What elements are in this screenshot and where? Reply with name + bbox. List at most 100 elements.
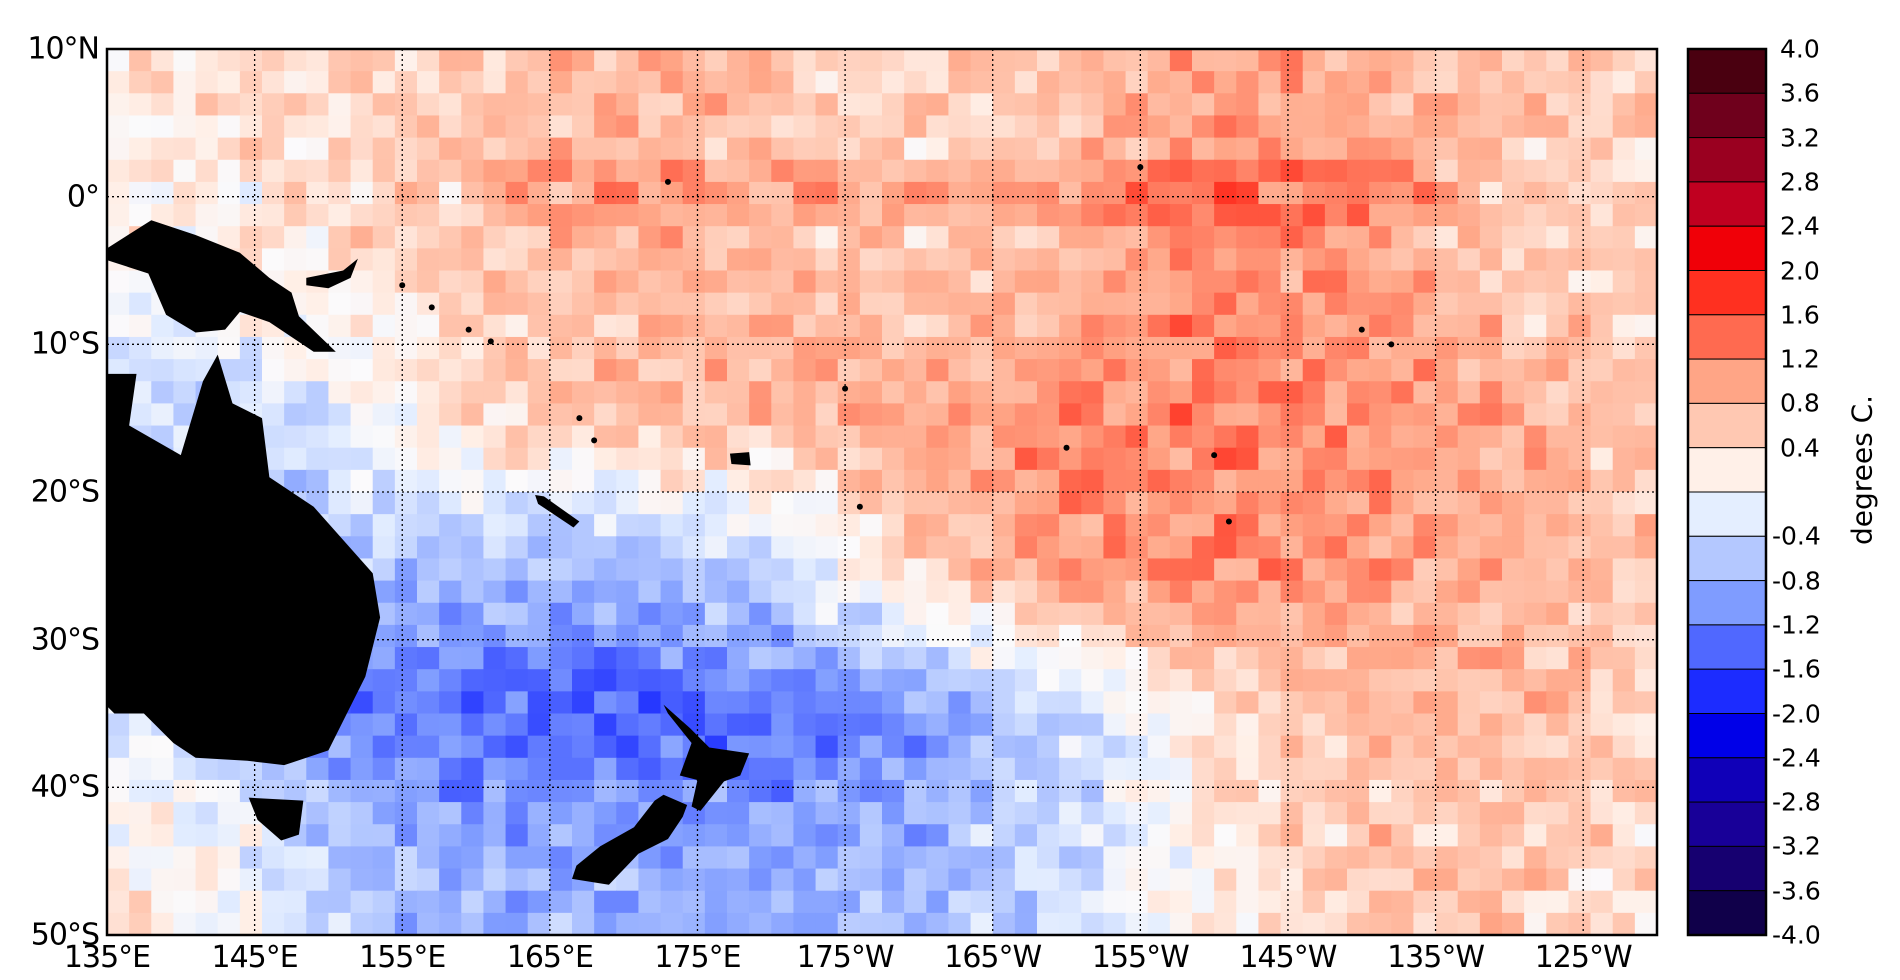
heatmap-cell <box>948 514 972 537</box>
heatmap-cell <box>372 868 396 892</box>
heatmap-cell <box>1568 802 1592 825</box>
heatmap-cell <box>771 536 795 560</box>
heatmap-cell <box>1302 824 1326 847</box>
heatmap-cell <box>328 137 352 161</box>
heatmap-cell <box>1391 713 1415 737</box>
heatmap-cell <box>1546 248 1570 272</box>
heatmap-cell <box>1302 248 1326 272</box>
heatmap-cell <box>572 757 595 781</box>
heatmap-cell <box>1014 71 1038 94</box>
heatmap-cell <box>1413 381 1437 404</box>
heatmap-cell <box>549 204 573 227</box>
heatmap-cell <box>1590 691 1614 715</box>
heatmap-cell <box>1612 602 1636 626</box>
heatmap-cell <box>837 181 861 205</box>
heatmap-cell <box>1302 647 1326 670</box>
heatmap-cell <box>727 292 750 316</box>
heatmap-cell <box>1214 204 1237 227</box>
heatmap-cell <box>549 469 573 493</box>
heatmap-cell <box>195 49 219 72</box>
heatmap-cell <box>970 403 994 427</box>
heatmap-cell <box>1457 447 1481 471</box>
heatmap-cell <box>1236 757 1260 781</box>
heatmap-cell <box>572 447 595 471</box>
heatmap-cell <box>1546 536 1570 560</box>
heatmap-cell <box>1324 447 1348 471</box>
heatmap-cell <box>1169 248 1193 272</box>
heatmap-cell <box>1369 602 1392 626</box>
colorbar-frame <box>1686 47 1768 937</box>
heatmap-cell <box>970 624 994 648</box>
heatmap-cell <box>970 735 994 759</box>
heatmap-cell <box>1324 336 1348 360</box>
heatmap-cell <box>1014 425 1038 449</box>
heatmap-cell <box>882 314 905 338</box>
heatmap-cell <box>1169 403 1193 427</box>
heatmap-cell <box>926 669 950 692</box>
heatmap-cell <box>1324 624 1348 648</box>
heatmap-cell <box>837 248 861 272</box>
heatmap-cell <box>616 558 640 582</box>
heatmap-cell <box>549 226 573 249</box>
heatmap-cell <box>483 492 507 515</box>
heatmap-cell <box>1214 292 1237 316</box>
heatmap-cell <box>1147 802 1171 825</box>
heatmap-cell <box>195 779 219 803</box>
heatmap-cell <box>1302 447 1326 471</box>
heatmap-cell <box>1590 492 1614 515</box>
heatmap-cell <box>594 403 617 427</box>
heatmap-cell <box>1435 713 1459 737</box>
heatmap-cell <box>882 779 905 803</box>
heatmap-cell <box>572 602 595 626</box>
heatmap-cell <box>527 359 551 382</box>
heatmap-cell <box>727 137 750 161</box>
heatmap-cell <box>749 669 772 692</box>
heatmap-cell <box>1192 159 1215 183</box>
heatmap-cell <box>129 159 152 183</box>
heatmap-cell <box>1236 248 1260 272</box>
heatmap-cell <box>1258 735 1282 759</box>
heatmap-cell <box>461 669 485 692</box>
heatmap-cell <box>1391 912 1415 936</box>
heatmap-cell <box>1280 49 1304 72</box>
heatmap-cell <box>948 403 972 427</box>
heatmap-cell <box>284 469 307 493</box>
heatmap-cell <box>1391 824 1415 847</box>
heatmap-cell <box>1280 824 1304 847</box>
heatmap-cell <box>1125 248 1149 272</box>
heatmap-cell <box>1081 270 1105 294</box>
heatmap-cell <box>882 469 905 493</box>
heatmap-cell <box>1391 492 1415 515</box>
heatmap-cell <box>1612 735 1636 759</box>
heatmap-cell <box>771 890 795 914</box>
heatmap-cell <box>1347 912 1370 936</box>
heatmap-cell <box>1413 669 1437 692</box>
heatmap-cell <box>1037 824 1060 847</box>
heatmap-cell <box>439 824 462 847</box>
heatmap-cell <box>1280 691 1304 715</box>
heatmap-cell <box>704 580 728 604</box>
heatmap-cell <box>1258 647 1282 670</box>
heatmap-cell <box>1280 403 1304 427</box>
heatmap-cell <box>1302 580 1326 604</box>
heatmap-cell <box>1014 691 1038 715</box>
heatmap-cell <box>262 336 285 360</box>
heatmap-cell <box>992 115 1016 139</box>
heatmap-cell <box>173 802 197 825</box>
island <box>1211 452 1218 459</box>
heatmap-cell <box>1634 514 1658 537</box>
heatmap-cell <box>882 890 905 914</box>
heatmap-cell <box>1413 536 1437 560</box>
heatmap-cell <box>483 159 507 183</box>
heatmap-cell <box>926 469 950 493</box>
heatmap-cell <box>461 757 485 781</box>
heatmap-cell <box>926 912 950 936</box>
heatmap-cell <box>970 248 994 272</box>
heatmap-cell <box>1590 403 1614 427</box>
heatmap-cell <box>638 580 662 604</box>
heatmap-cell <box>461 514 485 537</box>
heatmap-cell <box>1125 647 1149 670</box>
heatmap-cell <box>549 580 573 604</box>
heatmap-cell <box>1612 514 1636 537</box>
heatmap-cell <box>505 115 529 139</box>
